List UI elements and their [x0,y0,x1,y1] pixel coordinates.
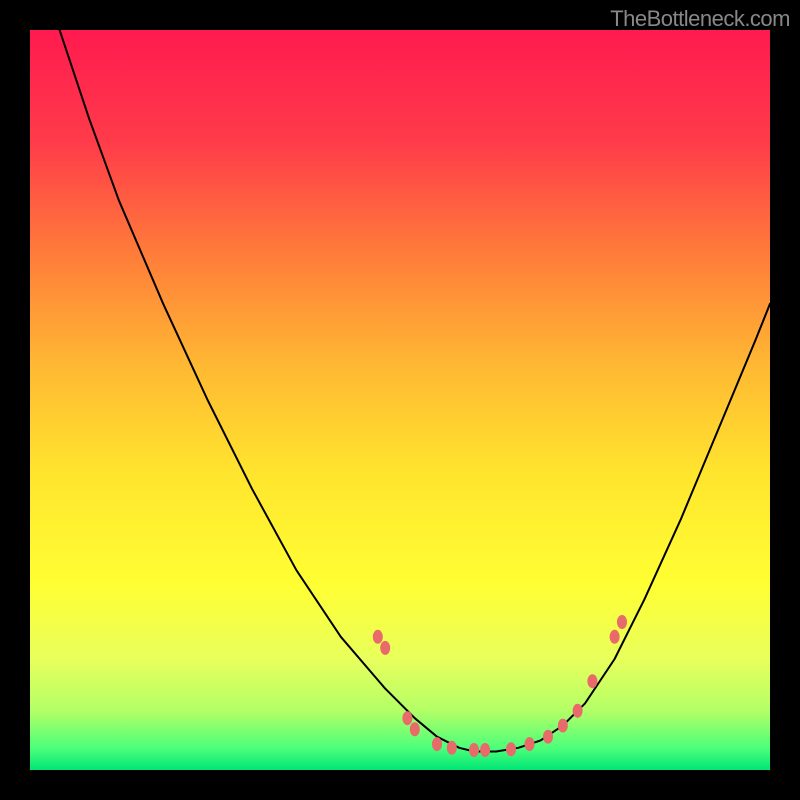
bottleneck-curve-chart [30,30,770,770]
data-marker [380,641,390,655]
data-marker [432,737,442,751]
data-marker [525,737,535,751]
data-marker [587,674,597,688]
data-marker [543,730,553,744]
plot-area [30,30,770,770]
chart-container: TheBottleneck.com [0,0,800,800]
data-marker [573,704,583,718]
data-marker [506,742,516,756]
data-marker [402,711,412,725]
data-marker [373,630,383,644]
data-marker [617,615,627,629]
data-marker [480,743,490,757]
data-marker [558,719,568,733]
data-marker [610,630,620,644]
gradient-background [30,30,770,770]
data-marker [469,743,479,757]
data-marker [410,722,420,736]
data-marker [447,741,457,755]
attribution-label: TheBottleneck.com [610,6,790,32]
